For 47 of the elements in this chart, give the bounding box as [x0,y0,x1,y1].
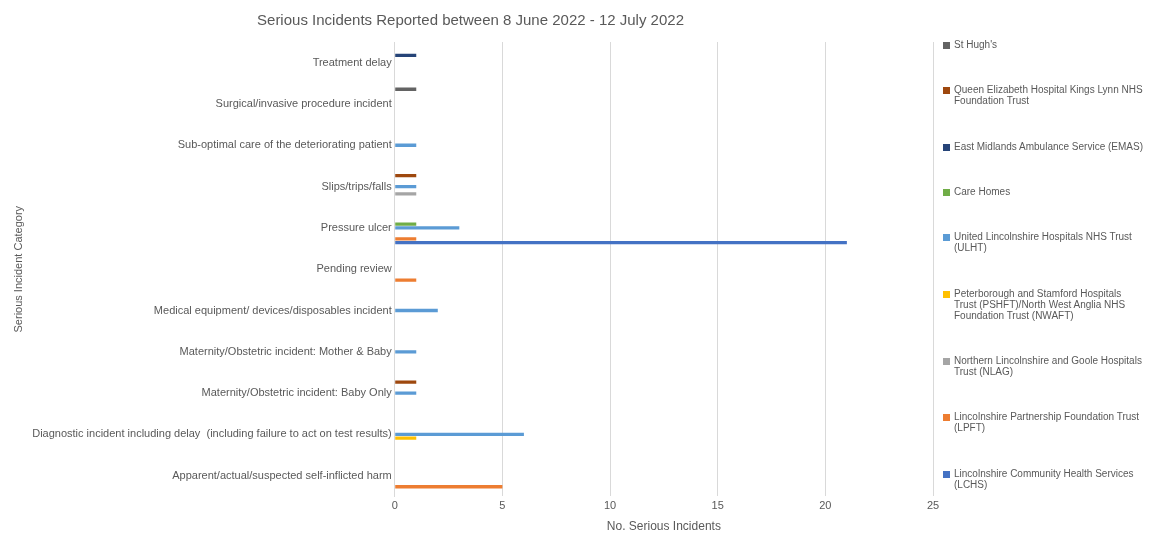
bar [395,143,417,147]
bar [395,308,438,313]
y-tick-label: Maternity/Obstetric incident: Baby Only [201,386,393,399]
y-tick-label: Diagnostic incident including delay (including failure to act on test results) [32,427,392,440]
bar [395,237,417,241]
x-axis-title: No. Serious Incidents [606,519,721,534]
bar [395,53,417,57]
bar [395,226,460,230]
bar [395,184,417,189]
chart-title: Serious Incidents Reported between 8 June 2022 - 12 July 2022 [257,11,684,29]
bar [395,350,417,354]
legend-label: East Midlands Ambulance Service (EMAS) [954,140,1143,152]
bar [395,391,417,395]
x-tick-label: 5 [499,499,506,512]
legend-label: Lincolnshire Partnership Foundation Trust (LPFT) [954,411,1141,434]
x-tick-label: 0 [391,499,398,512]
bar [395,485,503,489]
x-tick-label: 25 [926,499,940,512]
legend-label: Lincolnshire Community Health Services (LCHS) [954,467,1135,490]
legend-label: Queen Elizabeth Hospital Kings Lynn NHS Foundation Trust [954,84,1143,107]
bar [395,240,847,245]
legend-label: United Lincolnshire Hospitals NHS Trust (ULHT) [954,231,1133,254]
bar [395,222,417,226]
y-tick-label: Slips/trips/falls [321,179,393,192]
legend-label: Care Homes [954,186,1011,198]
legend-label: Peterborough and Stamford Hospitals Trust (PSHFT)/North West Anglia NHS Foundation Trust (NWAFT) [954,287,1127,321]
bar [395,173,417,178]
y-tick-label: Medical equipment/ devices/disposables incident [153,303,392,316]
bar [395,278,417,282]
y-tick-label: Pressure ulcer [320,220,393,233]
y-tick-label: Apparent/actual/suspected self-inflicted harm [172,468,392,481]
x-tick-label: 15 [711,499,724,512]
y-tick-label: Sub-optimal care of the deteriorating patient [177,138,392,151]
bar [395,87,417,91]
legend-label: St Hugh's [954,39,998,51]
x-tick-label: 20 [819,499,832,512]
legend-label: Northern Lincolnshire and Goole Hospitals Trust (NLAG) [954,355,1143,378]
y-tick-label: Pending review [316,262,392,275]
bar [395,192,417,196]
x-tick-label: 10 [603,499,617,512]
y-tick-label: Maternity/Obstetric incident: Mother & Baby [179,344,393,357]
y-tick-label: Treatment delay [312,55,393,68]
y-tick-label: Surgical/invasive procedure incident [215,96,392,109]
bar [395,436,417,440]
bar [395,380,417,384]
bar [395,432,524,437]
y-axis-title: Serious Incident Category [11,205,24,333]
